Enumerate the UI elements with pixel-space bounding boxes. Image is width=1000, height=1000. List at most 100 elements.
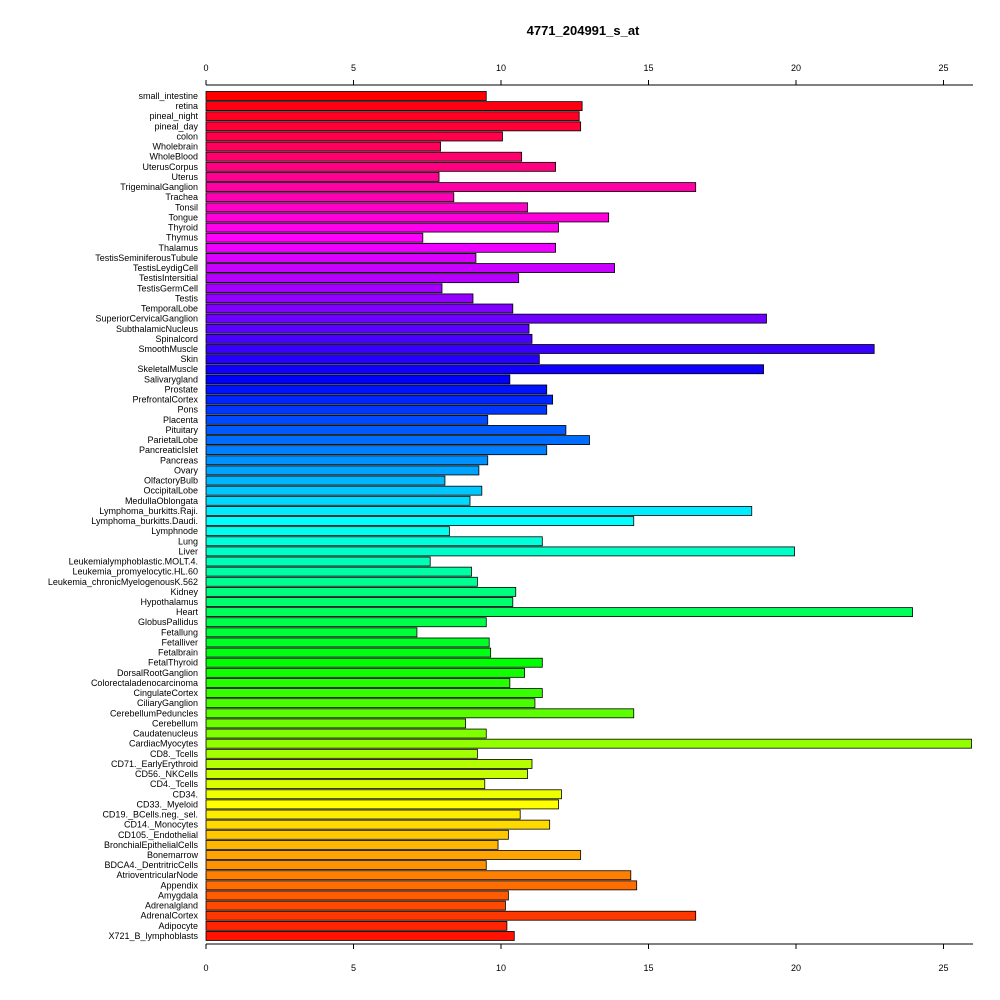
bar [205, 789, 562, 800]
category-label: Fetalliver [161, 637, 198, 647]
bar [205, 647, 492, 658]
category-label: DorsalRootGanglion [117, 668, 198, 678]
bar [205, 516, 635, 526]
category-label: FetalThyroid [148, 658, 198, 668]
bar [205, 354, 540, 365]
category-label: SuperiorCervicalGanglion [95, 314, 198, 324]
bar [205, 759, 533, 769]
category-labels: small_intestineretinapineal_nightpineal_… [48, 91, 199, 941]
category-label: CerebellumPeduncles [110, 708, 199, 718]
bar [205, 475, 446, 486]
category-label: Pituitary [165, 425, 198, 435]
category-label: Lymphoma_burkitts.Raji. [99, 506, 198, 516]
category-label: Lymphnode [151, 526, 198, 536]
bar [205, 657, 543, 668]
bar [205, 779, 486, 790]
bar [205, 323, 530, 334]
category-label: OccipitalLobe [143, 486, 198, 496]
bar [205, 829, 509, 840]
x-axis-top: 0 5 10 15 20 25 [203, 63, 973, 86]
bar [205, 586, 517, 597]
bar [205, 384, 548, 395]
category-label: ParietalLobe [147, 435, 198, 445]
category-label: TemporalLobe [141, 304, 198, 314]
tick-label: 20 [791, 963, 801, 973]
bar [205, 860, 487, 871]
bar [205, 850, 582, 860]
tick-label: 0 [203, 63, 208, 73]
bar [205, 435, 590, 445]
bar [205, 313, 767, 324]
category-label: pineal_night [149, 111, 198, 121]
bar [205, 445, 548, 456]
category-label: Caudatenucleus [133, 729, 199, 739]
bar [205, 748, 478, 759]
category-label: SubthalamicNucleus [116, 324, 199, 334]
bar [205, 151, 523, 162]
category-label: CD8._Tcells [150, 749, 199, 759]
bar [205, 273, 520, 284]
category-label: CardiacMyocytes [129, 739, 199, 749]
category-label: CD4._Tcells [150, 779, 199, 789]
bar [205, 728, 487, 739]
category-label: Liver [178, 546, 198, 556]
bar [205, 495, 471, 506]
category-label: CingulateCortex [133, 688, 198, 698]
bar [205, 637, 490, 648]
bar [205, 293, 474, 304]
category-label: Prostate [164, 384, 198, 394]
bar [205, 890, 509, 901]
bar [205, 910, 697, 921]
category-label: CD56._NKCells [135, 769, 199, 779]
bar [205, 839, 499, 850]
category-label: TestisIntersitial [139, 273, 198, 283]
category-label: Fetalbrain [158, 648, 198, 658]
bar [205, 819, 551, 830]
bar [205, 374, 511, 385]
category-label: Adipocyte [158, 921, 198, 931]
bar [205, 536, 543, 547]
bar [205, 556, 431, 567]
bar [205, 880, 638, 891]
category-label: CD71._EarlyErythroid [111, 759, 198, 769]
category-label: CD19._BCells.neg._sel. [102, 810, 198, 820]
category-label: Fetallung [161, 627, 198, 637]
tick-label: 15 [643, 63, 653, 73]
bar [205, 242, 556, 253]
category-label: CD33._Myeloid [136, 799, 198, 809]
bar [205, 718, 467, 729]
bar [205, 172, 440, 182]
category-label: Ovary [174, 465, 199, 475]
category-label: WholeBlood [149, 152, 198, 162]
category-label: X721_B_lymphoblasts [108, 931, 198, 941]
bar [205, 131, 503, 142]
bar [205, 576, 478, 587]
category-label: retina [175, 101, 198, 111]
category-label: Appendix [160, 880, 198, 890]
bar [205, 546, 795, 557]
bar [205, 232, 424, 243]
category-label: Placenta [163, 415, 198, 425]
tick-label: 5 [351, 963, 356, 973]
bar [205, 920, 508, 931]
bar [205, 597, 514, 607]
category-label: Tonsil [175, 202, 198, 212]
bar [205, 111, 580, 122]
category-label: Salivarygland [144, 374, 198, 384]
category-label: PrefrontalCortex [132, 395, 198, 405]
category-label: TrigeminalGanglion [120, 182, 198, 192]
category-label: OlfactoryBulb [144, 476, 198, 486]
tick-label: 5 [351, 63, 356, 73]
bar [205, 900, 506, 911]
category-label: PancreaticIslet [139, 445, 199, 455]
category-label: TestisSeminiferousTubule [95, 253, 198, 263]
tick-label: 0 [203, 963, 208, 973]
bar [205, 809, 521, 820]
category-label: GlobusPallidus [138, 617, 199, 627]
category-label: Hypothalamus [140, 597, 198, 607]
bar [205, 141, 441, 152]
category-label: Kidney [170, 587, 198, 597]
bar [205, 799, 559, 810]
category-label: AdrenalCortex [140, 911, 198, 921]
category-label: Testis [175, 293, 199, 303]
